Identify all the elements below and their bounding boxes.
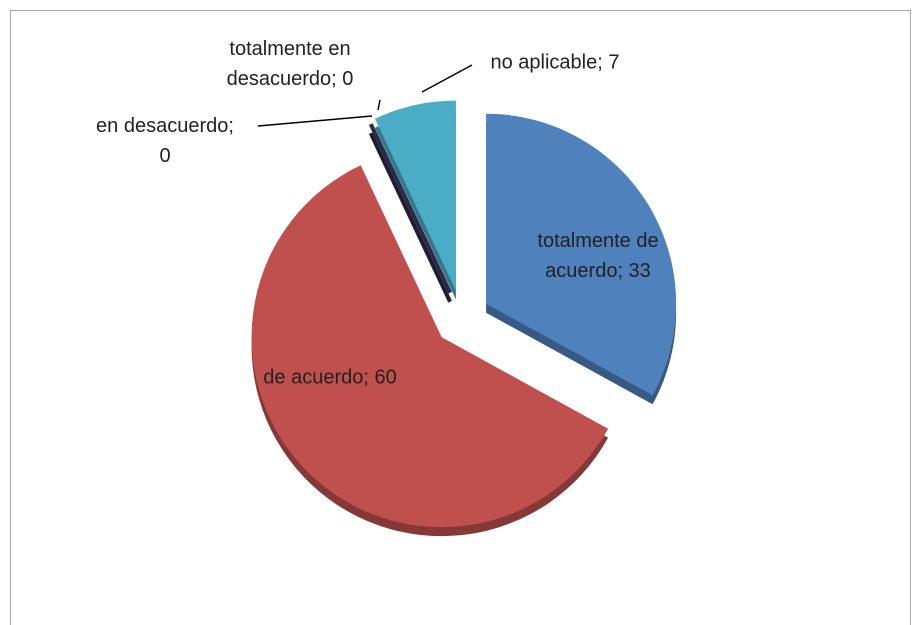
- label-line: 0: [159, 145, 170, 167]
- slice: [374, 100, 456, 291]
- slice: [368, 123, 452, 294]
- data-label: totalmente en desacuerdo; 0: [227, 38, 354, 90]
- label-line: en desacuerdo;: [96, 115, 234, 137]
- label-line: totalmente de: [537, 230, 658, 252]
- data-label: no aplicable; 7: [491, 51, 620, 73]
- data-label: de acuerdo; 60: [263, 366, 396, 388]
- slice: [251, 165, 609, 528]
- label-line: acuerdo; 33: [545, 260, 651, 282]
- leader-line: [257, 115, 373, 127]
- data-label: en desacuerdo; 0: [96, 115, 234, 167]
- leader-line: [377, 99, 381, 111]
- label-line: desacuerdo; 0: [227, 68, 354, 90]
- slice-side: [368, 132, 452, 303]
- leader-line: [421, 64, 473, 93]
- label-line: totalmente en: [229, 38, 350, 60]
- slice: [486, 113, 677, 396]
- data-label: totalmente de acuerdo; 33: [537, 230, 658, 282]
